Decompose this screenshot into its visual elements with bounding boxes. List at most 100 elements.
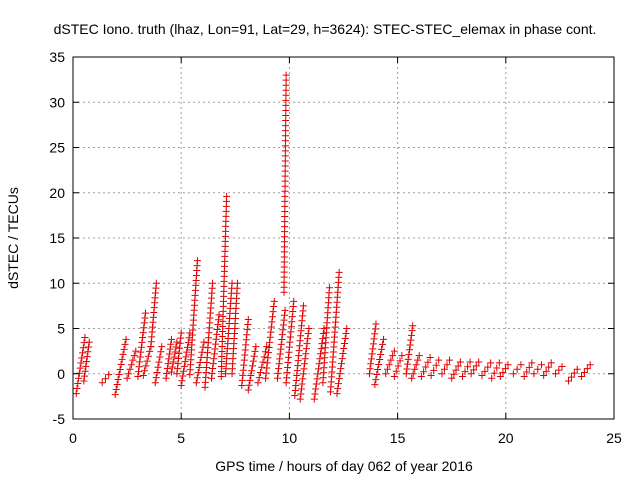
plus-marker-arc	[333, 325, 351, 398]
plus-marker-arc	[291, 302, 307, 399]
plus-marker-arc	[319, 284, 333, 387]
y-tick-label: 30	[49, 94, 65, 110]
x-tick-label: 5	[177, 430, 185, 446]
plus-marker-arc	[139, 343, 155, 380]
plus-marker-arc	[427, 356, 443, 380]
plus-marker-arc	[123, 347, 140, 382]
plus-marker-arc	[459, 358, 474, 380]
data-series	[134, 309, 149, 380]
data-series	[578, 361, 594, 380]
x-axis-label: GPS time / hours of day 062 of year 2016	[215, 458, 473, 474]
y-tick-labels: -5 0 5 10 15 20 25 30 35	[49, 49, 65, 427]
data-series	[365, 320, 380, 378]
y-tick-label: 20	[49, 185, 65, 201]
data-series	[540, 359, 555, 380]
x-tick-label: 0	[69, 430, 77, 446]
data-series	[162, 335, 175, 382]
plus-marker-arc	[228, 279, 241, 378]
plus-marker-arc	[80, 338, 93, 385]
plus-marker-arc	[390, 352, 406, 380]
data-series	[123, 347, 140, 382]
plus-marker-arc	[72, 334, 89, 398]
data-series	[147, 279, 160, 351]
y-tick-label: 35	[49, 49, 65, 65]
plus-marker-arc	[565, 365, 581, 385]
chart-title: dSTEC Iono. truth (lhaz, Lon=91, Lat=29,…	[54, 21, 597, 37]
plus-marker-arc	[371, 335, 388, 389]
data-series	[552, 363, 566, 378]
data-series	[448, 358, 464, 382]
data-series	[382, 347, 398, 378]
data-series	[427, 356, 443, 380]
plus-marker-arc	[201, 279, 217, 391]
data-series	[438, 356, 454, 378]
data-series	[319, 284, 333, 387]
plus-marker-arc	[282, 297, 298, 387]
data-series	[459, 358, 474, 380]
y-tick-label: 25	[49, 140, 65, 156]
y-axis-label: dSTEC / TECUs	[5, 187, 21, 289]
axis-ticks	[72, 56, 615, 420]
plus-marker-arc	[438, 356, 454, 378]
data-series	[530, 361, 546, 378]
plus-marker-arc	[402, 322, 417, 378]
plus-marker-arc	[262, 297, 278, 382]
plus-marker-arc	[552, 363, 566, 378]
plus-marker-arc	[173, 329, 185, 378]
plus-marker-arc	[134, 309, 149, 380]
plus-marker-arc	[217, 192, 231, 380]
data-series	[478, 359, 495, 380]
data-series	[151, 343, 166, 387]
plus-marker-arc	[207, 311, 223, 382]
plus-marker-arc	[578, 361, 594, 380]
plus-marker-arc	[467, 358, 483, 378]
plus-marker-arc	[540, 359, 555, 380]
plus-marker-arc	[478, 359, 495, 380]
plus-marker-arc	[280, 71, 290, 296]
plus-marker-arc	[273, 306, 289, 382]
plus-marker-arc	[111, 335, 130, 399]
data-series	[98, 371, 113, 387]
plus-marker-arc	[186, 257, 201, 379]
x-tick-labels: 0 5 10 15 20 25	[69, 430, 622, 446]
plus-marker-arc	[509, 361, 525, 378]
y-tick-label: -5	[53, 411, 66, 427]
plus-marker-arc	[162, 335, 175, 382]
data-series	[509, 361, 525, 378]
plus-marker-arc	[488, 359, 503, 382]
data-series	[201, 279, 217, 391]
data-series	[228, 279, 241, 378]
data-series	[408, 352, 423, 382]
data-series	[177, 329, 194, 390]
plus-marker-arc	[192, 338, 208, 387]
data-series	[282, 297, 298, 387]
plus-marker-arc	[496, 361, 512, 380]
y-tick-label: 5	[57, 321, 65, 337]
plus-marker-arc	[151, 343, 166, 387]
y-tick-label: 0	[57, 366, 65, 382]
plus-marker-arc	[238, 315, 252, 390]
data-series	[496, 361, 512, 380]
plus-marker-arc	[254, 343, 271, 387]
plus-marker-arc	[408, 352, 423, 382]
plus-marker-arc	[382, 347, 398, 378]
data-series	[186, 257, 201, 379]
data-series	[327, 268, 343, 396]
data-series	[207, 311, 223, 382]
grid	[73, 57, 614, 419]
plus-marker-arc	[417, 353, 434, 380]
plus-marker-arc	[222, 279, 236, 378]
data-series	[333, 325, 351, 398]
x-tick-label: 20	[498, 430, 514, 446]
data-series	[402, 322, 417, 378]
plus-marker-arc	[448, 358, 464, 382]
data-series	[173, 329, 185, 378]
data-series	[371, 335, 388, 389]
data-series	[520, 359, 536, 380]
plus-marker-arc	[177, 329, 194, 390]
plus-marker-arc	[296, 325, 313, 403]
plus-marker-arc	[147, 279, 160, 351]
plus-marker-arc	[530, 361, 546, 378]
data-series	[310, 325, 328, 403]
